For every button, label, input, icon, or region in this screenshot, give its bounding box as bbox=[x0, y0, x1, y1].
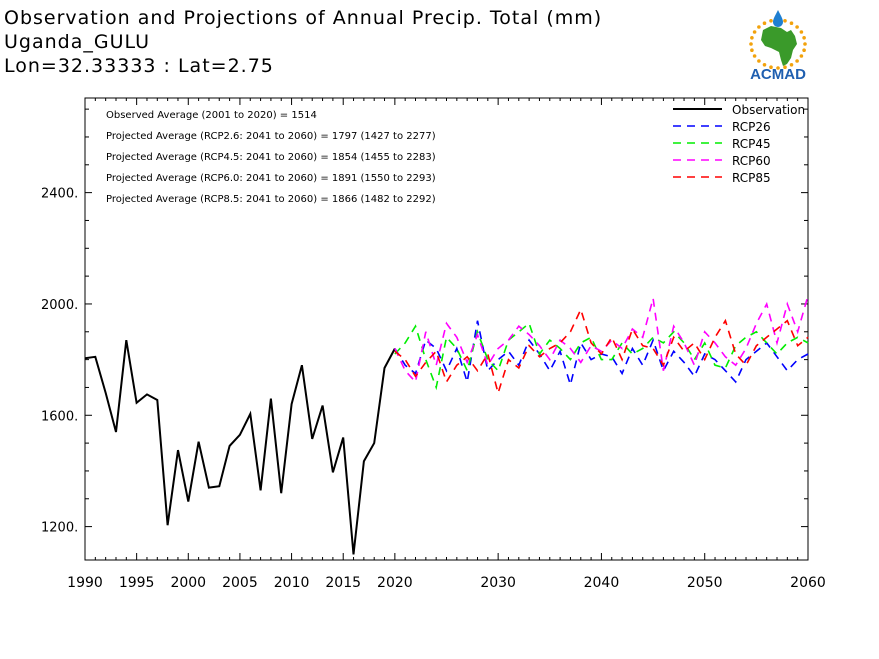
sun-ray bbox=[769, 65, 773, 69]
sun-ray bbox=[752, 54, 757, 58]
plot-frame bbox=[84, 97, 809, 561]
sun-ray bbox=[799, 54, 804, 58]
average-annotation: Observed Average (2001 to 2020) = 1514 bbox=[106, 110, 317, 121]
series-line-rcp45 bbox=[394, 322, 809, 391]
sun-ray bbox=[757, 59, 761, 63]
average-annotation: Projected Average (RCP6.0: 2041 to 2060)… bbox=[106, 173, 436, 184]
sun-ray bbox=[752, 30, 757, 34]
sun-ray bbox=[803, 42, 807, 46]
x-tick-label: 1995 bbox=[119, 575, 155, 591]
legend-label: RCP26 bbox=[732, 120, 771, 134]
sun-ray bbox=[783, 19, 787, 23]
x-tick-label: 2040 bbox=[584, 575, 620, 591]
location-name: Uganda_GULU bbox=[4, 31, 151, 53]
y-tick-label: 1600. bbox=[41, 409, 78, 424]
x-tick-label: 2030 bbox=[480, 575, 516, 591]
chart-title: Observation and Projections of Annual Pr… bbox=[4, 7, 603, 29]
series-line-observation bbox=[84, 339, 396, 555]
average-annotation: Projected Average (RCP8.5: 2041 to 2060)… bbox=[106, 194, 436, 205]
legend-label: Observation bbox=[732, 103, 805, 117]
average-annotation: Projected Average (RCP2.6: 2041 to 2060)… bbox=[106, 131, 436, 142]
y-tick-label: 2400. bbox=[41, 187, 78, 202]
sun-ray bbox=[776, 66, 780, 70]
sun-ray bbox=[795, 25, 799, 29]
sun-ray bbox=[783, 65, 787, 69]
sun-ray bbox=[789, 21, 794, 25]
sun-ray bbox=[750, 36, 754, 40]
series-line-rcp60 bbox=[394, 295, 809, 384]
series-line-rcp85 bbox=[394, 307, 809, 396]
location-coordinates: Lon=32.33333 : Lat=2.75 bbox=[4, 55, 274, 77]
average-annotation: Projected Average (RCP4.5: 2041 to 2060)… bbox=[106, 152, 436, 163]
sun-ray bbox=[789, 63, 794, 67]
legend-label: RCP85 bbox=[732, 171, 771, 185]
x-tick-label: 1990 bbox=[67, 575, 103, 591]
logo-text: ACMAD bbox=[750, 66, 806, 83]
x-tick-label: 2020 bbox=[377, 575, 413, 591]
sun-ray bbox=[795, 59, 799, 63]
sun-ray bbox=[757, 25, 761, 29]
sun-ray bbox=[762, 63, 767, 67]
legend-label: RCP60 bbox=[732, 154, 771, 168]
sun-ray bbox=[762, 21, 767, 25]
acmad-logo: ACMAD bbox=[735, 6, 821, 84]
sun-ray bbox=[769, 19, 773, 23]
sun-ray bbox=[802, 48, 806, 52]
x-tick-label: 2060 bbox=[790, 575, 826, 591]
x-tick-label: 2015 bbox=[325, 575, 361, 591]
legend-label: RCP45 bbox=[732, 137, 771, 151]
x-tick-label: 2005 bbox=[222, 575, 258, 591]
y-tick-label: 2000. bbox=[41, 298, 78, 313]
africa-sun-drop-icon: ACMAD bbox=[749, 10, 807, 83]
x-tick-label: 2050 bbox=[687, 575, 723, 591]
y-tick-label: 1200. bbox=[41, 521, 78, 536]
sun-ray bbox=[802, 36, 806, 40]
sun-ray bbox=[799, 30, 804, 34]
x-tick-label: 2000 bbox=[170, 575, 206, 591]
sun-ray bbox=[750, 48, 754, 52]
sun-ray bbox=[749, 42, 753, 46]
x-tick-label: 2010 bbox=[274, 575, 310, 591]
